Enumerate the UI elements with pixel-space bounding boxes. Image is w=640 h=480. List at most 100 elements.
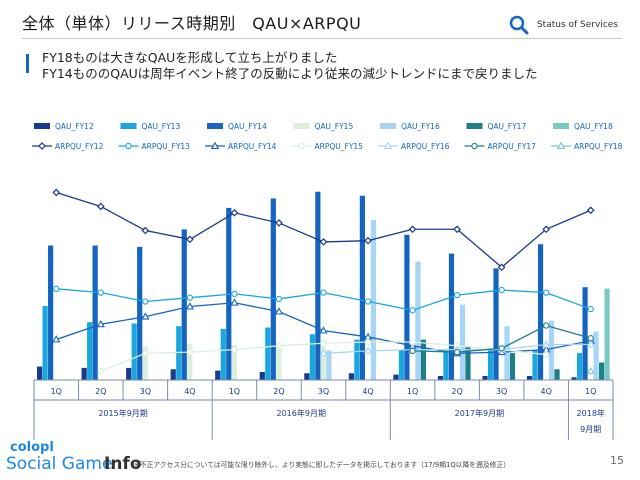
point-arpqu_fy12-10: [497, 263, 506, 272]
bar-qau_fy14-1: [92, 245, 98, 380]
bar-qau_fy12-6: [304, 373, 310, 380]
legend-marker-arpqu_fy12: [38, 142, 46, 150]
bar-qau_fy15-4: [231, 345, 237, 380]
bar-qau_fy12-9: [437, 375, 444, 380]
point-arpqu_fy12-7: [364, 236, 372, 245]
legend-label-arpqu_fy18: ARPQU_FY18: [574, 142, 623, 151]
legend-label-qau_fy15: QAU_FY15: [315, 122, 354, 131]
logo-text-social-game: Social Game: [6, 454, 113, 474]
bar-qau_fy12-0: [37, 366, 43, 380]
legend-marker-arpqu_fy18: [556, 141, 566, 149]
bar-qau_fy14-10: [493, 268, 499, 380]
bar-qau_fy15-2: [142, 346, 148, 380]
bar-qau_fy13-10: [487, 350, 494, 380]
legend-label-qau_fy17: QAU_FY17: [488, 122, 527, 131]
point-arpqu_fy14-2: [141, 312, 150, 320]
x-tick-label-8: 1Q: [407, 387, 418, 396]
x-tick-label-5: 2Q: [273, 387, 284, 396]
point-arpqu_fy12-3: [186, 235, 194, 244]
bar-qau_fy15-5: [276, 345, 282, 380]
bar-qau_fy13-2: [131, 323, 137, 380]
point-arpqu_fy14-5: [274, 307, 284, 315]
point-arpqu_fy15-11: [543, 351, 550, 358]
bar-qau_fy16-12: [593, 331, 599, 380]
search-icon: [509, 15, 529, 35]
legend-label-qau_fy18: QAU_FY18: [574, 122, 613, 131]
legend-label-arpqu_fy14: ARPQU_FY14: [228, 142, 277, 151]
x-tick-label-6: 3Q: [318, 387, 329, 396]
point-arpqu_fy14-3: [185, 302, 195, 310]
bar-qau_fy14-8: [404, 234, 410, 380]
x-tick-label-12: 1Q: [585, 387, 596, 396]
bar-qau_fy13-7: [354, 339, 360, 380]
point-arpqu_fy15-7: [364, 338, 372, 346]
legend-label-qau_fy14: QAU_FY14: [228, 122, 267, 131]
bar-qau_fy12-5: [259, 371, 265, 380]
point-arpqu_fy12-8: [408, 225, 417, 234]
point-arpqu_fy16-6: [319, 349, 328, 357]
point-arpqu_fy13-12: [587, 305, 594, 313]
point-arpqu_fy13-3: [186, 294, 194, 301]
point-arpqu_fy17-8: [409, 347, 416, 355]
headline-line-2: FY14もののQAUは周年イベント終了の反動により従来の減少トレンドにまで戻りま…: [42, 66, 538, 81]
bar-qau_fy16-11: [548, 320, 555, 380]
legend-marker-arpqu_fy16: [383, 141, 393, 149]
bar-qau_fy17-10: [509, 353, 516, 380]
headline-line-1: FY18ものは大きなQAUを形成して立ち上がりました: [42, 50, 338, 65]
point-arpqu_fy15-1: [97, 367, 104, 375]
legend-label-qau_fy16: QAU_FY16: [401, 122, 440, 131]
point-arpqu_fy12-4: [230, 208, 239, 217]
headline-accent-bar: [26, 54, 29, 73]
bar-qau_fy12-2: [126, 367, 132, 380]
legend-label-arpqu_fy15: ARPQU_FY15: [315, 142, 364, 151]
legend-swatch-qau_fy16: [380, 123, 396, 129]
point-arpqu_fy12-5: [275, 219, 283, 227]
group-label-3-1: 9月期: [580, 425, 601, 434]
bar-qau_fy13-8: [398, 350, 405, 380]
point-arpqu_fy13-1: [97, 289, 104, 296]
point-arpqu_fy14-6: [319, 326, 328, 334]
bar-qau_fy12-11: [526, 375, 533, 380]
legend-label-arpqu_fy13: ARPQU_FY13: [142, 142, 191, 151]
point-arpqu_fy17-9: [453, 348, 461, 356]
bar-qau_fy14-9: [448, 253, 455, 380]
legend-swatch-qau_fy12: [34, 123, 50, 129]
legend-swatch-qau_fy15: [293, 123, 310, 129]
point-arpqu_fy15-5: [275, 342, 283, 349]
bar-qau_fy14-7: [359, 195, 365, 380]
point-arpqu_fy16-11: [542, 340, 551, 348]
point-arpqu_fy12-2: [141, 226, 150, 235]
logo-text-info: Info: [104, 454, 142, 474]
status-of-services[interactable]: Status of Services: [509, 15, 618, 35]
point-arpqu_fy13-10: [498, 286, 505, 294]
line-arpqu_fy12: [56, 191, 591, 269]
bar-qau_fy14-2: [137, 246, 143, 380]
x-tick-label-7: 4Q: [362, 387, 373, 396]
point-arpqu_fy12-0: [52, 188, 61, 197]
point-arpqu_fy17-11: [543, 322, 550, 329]
point-arpqu_fy15-8: [409, 338, 416, 346]
bar-qau_fy15-3: [187, 343, 193, 380]
point-arpqu_fy12-1: [96, 202, 105, 211]
group-label-1-0: 2016年9月期: [277, 408, 326, 418]
x-tick-label-11: 4Q: [540, 387, 551, 396]
point-arpqu_fy13-11: [543, 289, 550, 296]
bar-qau_fy12-8: [393, 374, 399, 380]
bar-qau_fy12-3: [170, 369, 176, 380]
colopl-logo: colopl Social Game Info: [6, 440, 142, 476]
point-arpqu_fy12-6: [319, 238, 328, 246]
headline: FY18ものは大きなQAUを形成して立ち上がりました FY14もののQAUは周年…: [42, 50, 538, 82]
bar-qau_fy13-11: [532, 350, 538, 380]
point-arpqu_fy13-6: [320, 289, 327, 296]
point-arpqu_fy15-6: [320, 340, 327, 347]
legend-swatch-qau_fy18: [553, 123, 569, 129]
group-label-3-0: 2018年: [577, 408, 605, 418]
bar-qau_fy17-9: [465, 346, 471, 380]
point-arpqu_fy16-12: [586, 340, 595, 348]
point-arpqu_fy13-0: [53, 285, 60, 292]
bar-qau_fy16-9: [459, 304, 466, 380]
bar-qau_fy13-3: [176, 326, 182, 380]
x-tick-label-9: 2Q: [451, 387, 462, 396]
legend-label-arpqu_fy17: ARPQU_FY17: [488, 142, 537, 151]
x-tick-label-1: 2Q: [95, 387, 106, 396]
